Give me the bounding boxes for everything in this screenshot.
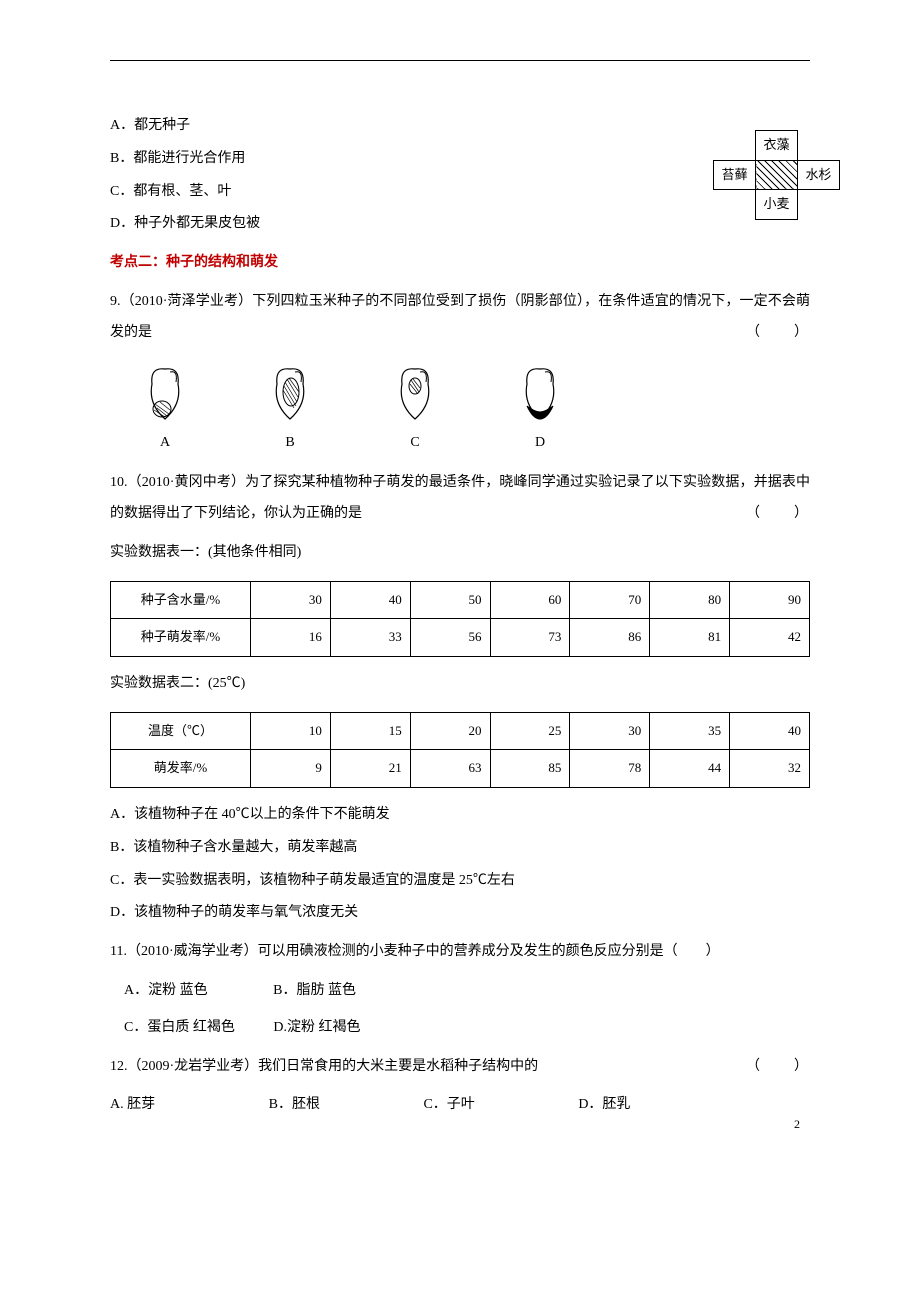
q10-opt-d: D．该植物种子的萌发率与氧气浓度无关: [110, 898, 810, 929]
t2r3: 63: [410, 750, 490, 788]
q12-text: 12.（2009·龙岩学业考）我们日常食用的大米主要是水稻种子结构中的: [110, 1059, 538, 1074]
t1h5: 70: [570, 581, 650, 619]
classification-diagram: 衣藻 苔藓 水杉 小麦: [713, 130, 840, 220]
option-a: A．都无种子: [110, 111, 810, 142]
t1h4: 60: [490, 581, 570, 619]
t2r2: 21: [330, 750, 410, 788]
q10-opt-c: C．表一实验数据表明，该植物种子萌发最适宜的温度是 25℃左右: [110, 866, 810, 897]
t2h0: 温度（℃）: [111, 712, 251, 750]
q11-opt-d: D.淀粉 红褐色: [266, 1013, 360, 1044]
seed-d: D: [515, 364, 565, 459]
seed-diagrams: A B C D: [140, 364, 810, 459]
diagram-right-cell: 水杉: [798, 160, 840, 190]
q12-opt-d: D．胚乳: [578, 1090, 630, 1121]
t2h1: 10: [251, 712, 331, 750]
q12-opts-row: A. 胚芽 B．胚根 C．子叶 D．胚乳: [110, 1090, 810, 1121]
seed-label-a: A: [140, 428, 190, 459]
t1r0: 种子萌发率/%: [111, 619, 251, 657]
q10-opt-a: A．该植物种子在 40℃以上的条件下不能萌发: [110, 800, 810, 831]
t2r6: 44: [650, 750, 730, 788]
t2h5: 30: [570, 712, 650, 750]
diagram-center-hatched: [756, 160, 798, 190]
q9-blank: （ ）: [746, 318, 810, 349]
q12-opt-a: A. 胚芽: [110, 1090, 155, 1121]
option-b: B．都能进行光合作用: [110, 144, 810, 175]
diagram-bottom-cell: 小麦: [756, 190, 798, 220]
t1r1: 16: [251, 619, 331, 657]
t1r4: 73: [490, 619, 570, 657]
t1h3: 50: [410, 581, 490, 619]
t2h7: 40: [730, 712, 810, 750]
table1-title: 实验数据表一：(其他条件相同): [110, 538, 810, 569]
t1h6: 80: [650, 581, 730, 619]
diagram-left-cell: 苔藓: [714, 160, 756, 190]
q11-opts-row2: C．蛋白质 红褐色 D.淀粉 红褐色: [110, 1013, 810, 1044]
option-d: D．种子外都无果皮包被: [110, 209, 810, 240]
question-10: 10.（2010·黄冈中考）为了探究某种植物种子萌发的最适条件，晓峰同学通过实验…: [110, 468, 810, 530]
question-9: 9.（2010·菏泽学业考）下列四粒玉米种子的不同部位受到了损伤（阴影部位），在…: [110, 287, 810, 349]
q11-opt-a: A．淀粉 蓝色: [117, 976, 208, 1007]
data-table-1: 种子含水量/% 30 40 50 60 70 80 90 种子萌发率/% 16 …: [110, 581, 810, 657]
t1r7: 42: [730, 619, 810, 657]
seed-b: B: [265, 364, 315, 459]
seed-c: C: [390, 364, 440, 459]
data-table-2: 温度（℃） 10 15 20 25 30 35 40 萌发率/% 9 21 63…: [110, 712, 810, 788]
option-c: C．都有根、茎、叶: [110, 177, 810, 208]
top-rule: [110, 60, 810, 61]
seed-a: A: [140, 364, 190, 459]
t1h0: 种子含水量/%: [111, 581, 251, 619]
q10-text: 10.（2010·黄冈中考）为了探究某种植物种子萌发的最适条件，晓峰同学通过实验…: [110, 475, 810, 521]
t2h4: 25: [490, 712, 570, 750]
q11-opt-c: C．蛋白质 红褐色: [117, 1013, 235, 1044]
seed-label-c: C: [390, 428, 440, 459]
t2r7: 32: [730, 750, 810, 788]
t2h2: 15: [330, 712, 410, 750]
t2h3: 20: [410, 712, 490, 750]
t2h6: 35: [650, 712, 730, 750]
q12-blank: （ ）: [746, 1052, 810, 1083]
table2-title: 实验数据表二：(25℃): [110, 669, 810, 700]
q12-opt-b: B．胚根: [269, 1090, 320, 1121]
question-11: 11.（2010·威海学业考）可以用碘液检测的小麦种子中的营养成分及发生的颜色反…: [110, 937, 810, 968]
q12-opt-c: C．子叶: [423, 1090, 474, 1121]
q9-text: 9.（2010·菏泽学业考）下列四粒玉米种子的不同部位受到了损伤（阴影部位），在…: [110, 294, 810, 340]
t1h1: 30: [251, 581, 331, 619]
t2r5: 78: [570, 750, 650, 788]
page-number: 2: [794, 1111, 800, 1137]
t1r6: 81: [650, 619, 730, 657]
q11-opt-b: B．脂肪 蓝色: [266, 976, 356, 1007]
t1r3: 56: [410, 619, 490, 657]
diagram-top-cell: 衣藻: [756, 131, 798, 161]
section-heading: 考点二：种子的结构和萌发: [110, 248, 810, 279]
t2r0: 萌发率/%: [111, 750, 251, 788]
t1h7: 90: [730, 581, 810, 619]
t2r1: 9: [251, 750, 331, 788]
t1h2: 40: [330, 581, 410, 619]
q10-opt-b: B．该植物种子含水量越大，萌发率越高: [110, 833, 810, 864]
q11-opts-row1: A．淀粉 蓝色 B．脂肪 蓝色: [110, 976, 810, 1007]
t2r4: 85: [490, 750, 570, 788]
q10-blank: （ ）: [746, 499, 810, 530]
t1r2: 33: [330, 619, 410, 657]
seed-label-b: B: [265, 428, 315, 459]
seed-label-d: D: [515, 428, 565, 459]
question-12: 12.（2009·龙岩学业考）我们日常食用的大米主要是水稻种子结构中的 （ ）: [110, 1052, 810, 1083]
t1r5: 86: [570, 619, 650, 657]
